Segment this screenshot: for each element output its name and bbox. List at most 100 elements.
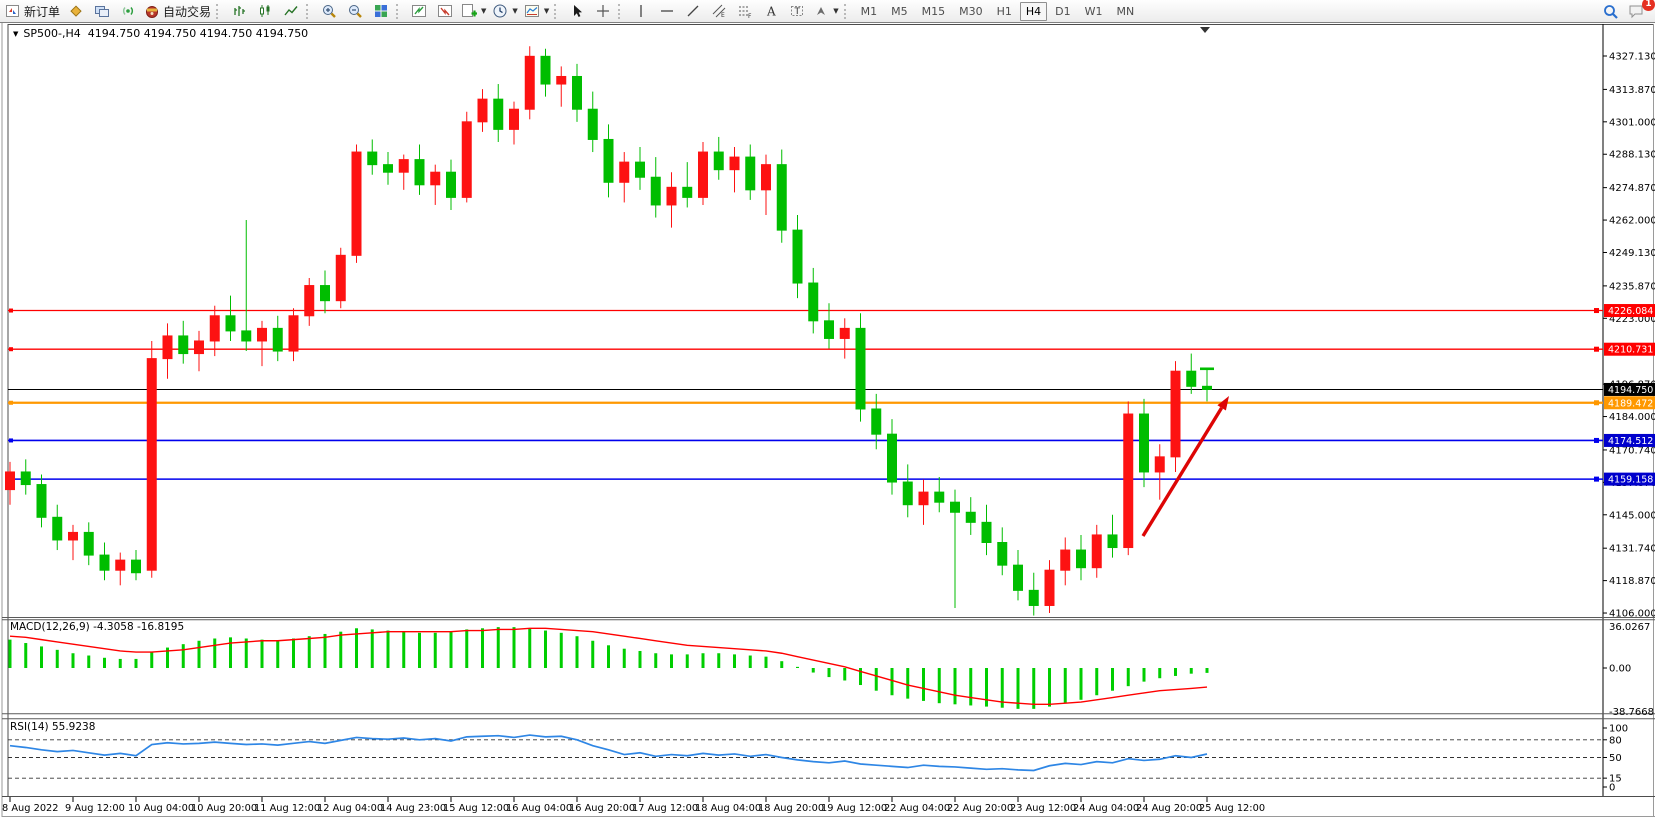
svg-text:4223.000: 4223.000 (1609, 314, 1655, 325)
candle (902, 481, 913, 506)
svg-text:4288.130: 4288.130 (1609, 150, 1655, 161)
svg-text:4249.130: 4249.130 (1609, 248, 1655, 259)
search-button[interactable] (1597, 1, 1623, 21)
macd-indicator-label: MACD(12,26,9) -4.3058 -16.8195 (10, 621, 185, 633)
timeframe-button-m15[interactable]: M15 (921, 4, 946, 18)
candle (146, 358, 157, 571)
chart-symbol-period: SP500-,H4 (23, 27, 81, 40)
svg-text:25 Aug 12:00: 25 Aug 12:00 (1199, 803, 1265, 814)
candle (981, 521, 992, 543)
candle (839, 327, 850, 339)
trendline-tool-button[interactable] (680, 1, 706, 21)
candle (1076, 549, 1086, 569)
svg-text:4159.158: 4159.158 (1608, 475, 1653, 486)
svg-text:50: 50 (1609, 753, 1622, 764)
candle (808, 282, 819, 322)
svg-text:4145.000: 4145.000 (1609, 510, 1655, 521)
timeframe-button-m30[interactable]: M30 (959, 4, 983, 18)
channel-tool-button[interactable]: E (706, 1, 732, 21)
candle (320, 285, 330, 302)
arrows-tool-button[interactable]: ▼ (810, 1, 841, 21)
signal-button[interactable] (115, 1, 141, 21)
svg-text:4327.130: 4327.130 (1609, 52, 1655, 63)
candle-chart-mode-button[interactable] (252, 1, 278, 21)
line-chart-mode-button[interactable] (278, 1, 304, 21)
horizontal-line-tool-button[interactable] (654, 1, 680, 21)
candle (1044, 569, 1055, 606)
cursor-tool-button[interactable] (564, 1, 590, 21)
svg-text:4226.084: 4226.084 (1608, 306, 1653, 317)
candle (1170, 370, 1181, 458)
candle (745, 156, 756, 191)
vertical-line-tool-button[interactable] (628, 1, 654, 21)
add-indicator-button[interactable]: ▼ (458, 1, 489, 21)
timeframe-group: M1 M5 M15 M30 H1 H4 D1 W1 MN (854, 1, 1142, 21)
text-tool-button[interactable]: A (758, 1, 784, 21)
indicator-window-down-button[interactable] (432, 1, 458, 21)
svg-text:4118.870: 4118.870 (1609, 576, 1655, 587)
chart-markers (1200, 27, 1214, 371)
fibonacci-tool-button[interactable]: F (732, 1, 758, 21)
candle (950, 501, 960, 513)
timeframe-button-m1[interactable]: M1 (860, 4, 878, 18)
macd-signal-line (9, 627, 1208, 706)
candle (52, 516, 63, 541)
candle (304, 285, 315, 317)
indicator-window-up-button[interactable] (406, 1, 432, 21)
line-chart-icon (284, 6, 298, 16)
last-price-marker (1200, 367, 1214, 371)
new-order-button[interactable]: 新订单 (2, 1, 63, 21)
toolbar-grip (306, 3, 312, 19)
zoom-out-icon (349, 5, 362, 18)
candle (698, 151, 708, 198)
candle (430, 171, 441, 186)
svg-text:24 Aug 04:00: 24 Aug 04:00 (1073, 803, 1139, 814)
svg-text:4194.750: 4194.750 (1608, 385, 1653, 396)
candle (509, 108, 519, 130)
text-label-tool-button[interactable]: T (784, 1, 810, 21)
auto-trading-button[interactable]: 自动交易 (141, 1, 214, 21)
text-icon: A (766, 5, 776, 19)
candle (115, 559, 126, 571)
chart-menu-arrow-icon[interactable]: ▼ (13, 30, 19, 38)
equidistant-channel-icon: E (712, 4, 726, 19)
svg-text:36.0267: 36.0267 (1609, 622, 1650, 633)
bar-chart-mode-button[interactable] (226, 1, 252, 21)
period-button[interactable]: ▼ (489, 1, 520, 21)
tile-windows-button[interactable] (368, 1, 394, 21)
candle (209, 315, 220, 342)
template-icon (524, 5, 539, 17)
timeframe-button-w1[interactable]: W1 (1084, 4, 1103, 18)
crosshair-tool-button[interactable] (590, 1, 616, 21)
timeframe-button-m5[interactable]: M5 (891, 4, 908, 18)
candle (619, 161, 630, 183)
svg-text:9 Aug 12:00: 9 Aug 12:00 (65, 803, 125, 814)
notifications-button[interactable]: 1 (1623, 0, 1655, 21)
timeframe-button-d1[interactable]: D1 (1055, 4, 1071, 18)
candlestick-icon (260, 5, 270, 17)
svg-text:4174.512: 4174.512 (1608, 436, 1653, 447)
zoom-out-button[interactable] (342, 1, 368, 21)
toolbar-grip (396, 3, 402, 19)
svg-text:4313.870: 4313.870 (1609, 85, 1655, 96)
candle (257, 327, 267, 342)
timeframe-button-h4[interactable]: H4 (1019, 1, 1048, 21)
zoom-in-button[interactable] (316, 1, 342, 21)
candle (1139, 413, 1149, 473)
chart-title-bar: ▼ SP500-,H4 4194.750 4194.750 4194.750 419… (13, 27, 308, 40)
chart-ohlc-values: 4194.750 4194.750 4194.750 4194.750 (87, 27, 309, 40)
chart-frame (0, 23, 1655, 819)
trend-arrow[interactable] (1141, 396, 1229, 537)
svg-text:16 Aug 20:00: 16 Aug 20:00 (569, 803, 635, 814)
svg-text:A: A (766, 5, 776, 19)
timeframe-button-mn[interactable]: MN (1116, 4, 1135, 18)
candle (1202, 385, 1212, 390)
search-icon (1603, 4, 1618, 19)
price-axis[interactable]: 4327.130 4313.870 4301.000 4288.130 4274.870… (1603, 24, 1655, 797)
terminals-button[interactable] (89, 1, 115, 21)
timeframe-button-h1[interactable]: H1 (996, 4, 1012, 18)
template-button[interactable]: ▼ (521, 1, 552, 21)
charts-button[interactable] (63, 1, 89, 21)
